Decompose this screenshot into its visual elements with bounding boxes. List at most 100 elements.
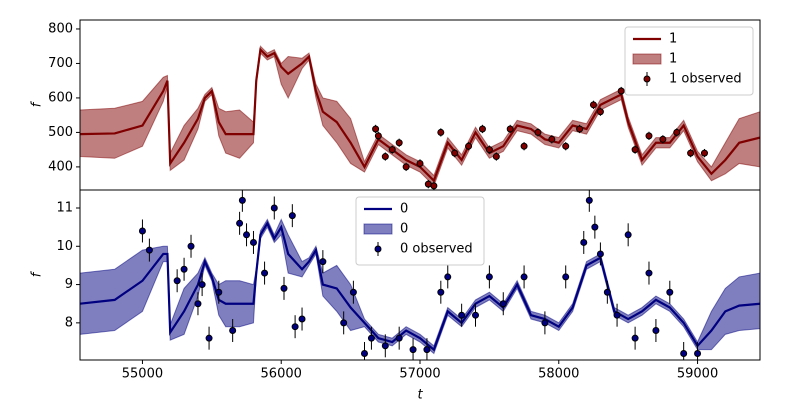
observed-point — [673, 128, 681, 136]
observed-point — [229, 327, 237, 335]
observed-point — [506, 125, 514, 133]
x-tick-label: 55000 — [122, 367, 163, 382]
y-axis-label: f — [30, 270, 45, 277]
x-axis-label: t — [417, 388, 423, 400]
observed-point — [319, 258, 327, 266]
observed-point — [261, 269, 269, 277]
observed-point — [645, 269, 653, 277]
observed-point — [520, 273, 528, 281]
observed-point — [215, 288, 223, 296]
observed-point — [291, 323, 299, 331]
plot-area — [80, 190, 760, 360]
observed-point — [659, 135, 667, 143]
observed-point — [288, 212, 296, 220]
observed-point — [205, 334, 213, 342]
legend-patch — [363, 223, 393, 235]
y-tick-label: 800 — [48, 21, 73, 36]
y-tick-label: 10 — [56, 239, 73, 254]
observed-point — [472, 311, 480, 319]
legend: 1 1 1 observed — [624, 26, 754, 96]
observed-point — [180, 265, 188, 273]
observed-point — [613, 311, 621, 319]
observed-point — [485, 146, 493, 154]
observed-point — [381, 153, 389, 161]
y-tick-label: 11 — [56, 200, 73, 215]
observed-point — [534, 128, 542, 136]
observed-point — [372, 125, 380, 133]
observed-point — [194, 300, 202, 308]
observed-point — [596, 250, 604, 258]
observed-point — [430, 182, 438, 190]
confidence-band — [80, 45, 760, 187]
observed-point — [243, 231, 251, 239]
observed-point — [458, 311, 466, 319]
observed-point — [360, 349, 368, 357]
legend-marker — [643, 75, 651, 83]
observed-point — [367, 334, 375, 342]
observed-point — [624, 231, 632, 239]
observed-point — [198, 281, 206, 289]
observed-point — [603, 288, 611, 296]
observed-point — [349, 288, 357, 296]
observed-point — [236, 219, 244, 227]
observed-point — [562, 142, 570, 150]
legend-marker — [374, 245, 382, 253]
observed-point — [492, 153, 500, 161]
observed-point — [280, 284, 288, 292]
plot-area — [80, 45, 760, 190]
observed-point — [409, 346, 417, 354]
observed-point — [173, 277, 181, 285]
confidence-band — [80, 218, 760, 355]
legend-box — [355, 196, 485, 266]
x-tick-label: 58000 — [538, 367, 579, 382]
legend-label: 0 — [400, 202, 408, 217]
observed-point — [666, 288, 674, 296]
observed-point — [591, 223, 599, 231]
legend-label: 0 observed — [400, 242, 473, 257]
observed-point — [617, 87, 625, 95]
y-tick-label: 400 — [48, 159, 73, 174]
observed-point — [465, 142, 473, 150]
observed-point — [298, 315, 306, 323]
observed-point — [485, 273, 493, 281]
observed-point — [694, 349, 702, 357]
observed-point — [548, 135, 556, 143]
observed-point — [388, 146, 396, 154]
observed-point — [416, 159, 424, 167]
y-tick-label: 8 — [65, 315, 73, 330]
legend-patch — [632, 53, 662, 65]
observed-point — [374, 132, 382, 140]
observed-point — [580, 238, 588, 246]
legend-label: 0 — [400, 222, 408, 237]
legend-label: 1 — [669, 32, 677, 47]
observed-point — [395, 334, 403, 342]
x-tick-label: 57000 — [399, 367, 440, 382]
x-tick-label: 59000 — [677, 367, 718, 382]
observed-point — [585, 196, 593, 204]
observed-point — [187, 242, 195, 250]
y-tick-label: 600 — [48, 90, 73, 105]
observed-point — [451, 149, 459, 157]
observed-point — [589, 101, 597, 109]
y-tick-label: 700 — [48, 56, 73, 71]
observed-point — [340, 319, 348, 327]
observed-point — [499, 300, 507, 308]
observed-point — [270, 204, 278, 212]
observed-point — [596, 108, 604, 116]
observed-point — [520, 142, 528, 150]
x-tick-label: 56000 — [261, 367, 302, 382]
observed-point — [576, 125, 584, 133]
observed-point — [652, 327, 660, 335]
observed-point — [541, 319, 549, 327]
observed-point — [631, 146, 639, 154]
legend: 0 0 0 observed — [355, 196, 485, 266]
observed-point — [423, 346, 431, 354]
observed-point — [145, 246, 153, 254]
observed-point — [687, 149, 695, 157]
observed-point — [478, 125, 486, 133]
legend-box — [624, 26, 754, 96]
observed-point — [138, 227, 146, 235]
observed-point — [631, 334, 639, 342]
observed-point — [249, 238, 257, 246]
